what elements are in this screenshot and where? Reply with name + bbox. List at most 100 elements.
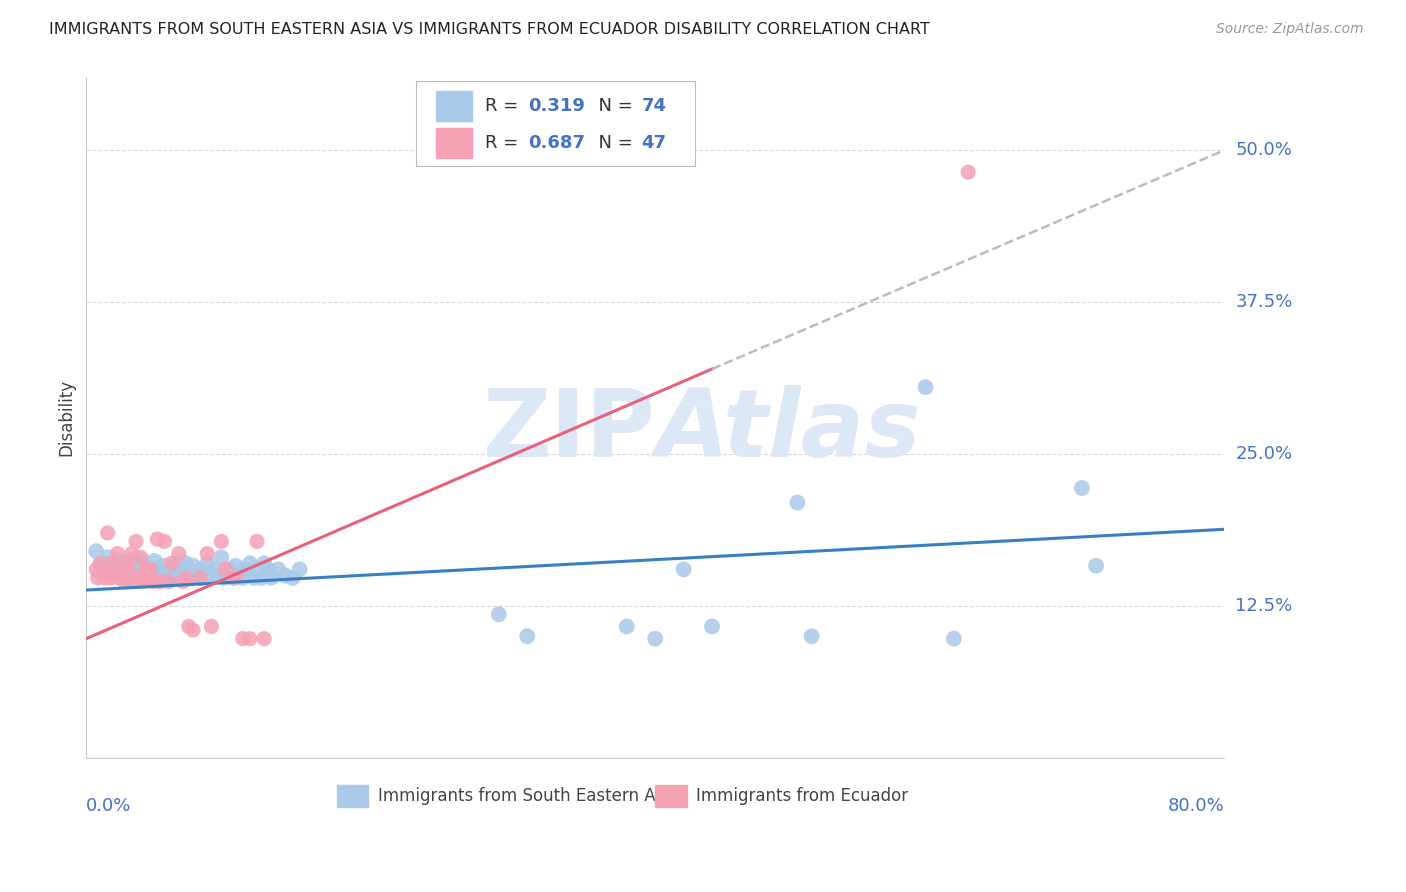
Point [488, 607, 510, 622]
Point [786, 495, 808, 509]
Point [97, 525, 120, 540]
Point [200, 619, 222, 633]
Point [163, 571, 186, 585]
Point [180, 571, 202, 585]
Text: Atlas: Atlas [655, 385, 921, 477]
Text: R =: R = [485, 97, 523, 115]
Point [188, 571, 211, 585]
Point [267, 562, 290, 576]
Point [107, 547, 129, 561]
Point [139, 562, 162, 576]
Text: IMMIGRANTS FROM SOUTH EASTERN ASIA VS IMMIGRANTS FROM ECUADOR DISABILITY CORRELA: IMMIGRANTS FROM SOUTH EASTERN ASIA VS IM… [49, 22, 931, 37]
Point [253, 632, 276, 646]
Point [215, 562, 238, 576]
Point [146, 532, 169, 546]
Point [225, 558, 247, 573]
Point [1070, 481, 1092, 495]
Point [128, 571, 150, 585]
Point [115, 571, 138, 585]
Text: 50.0%: 50.0% [1236, 141, 1292, 160]
Point [121, 562, 143, 576]
Text: 0.687: 0.687 [527, 134, 585, 152]
Point [239, 557, 262, 571]
Point [136, 571, 159, 585]
Point [246, 562, 269, 576]
Point [177, 562, 200, 576]
Point [101, 557, 124, 571]
Text: N =: N = [586, 134, 638, 152]
Point [98, 557, 121, 571]
Point [644, 632, 666, 646]
Point [125, 557, 148, 571]
Point [122, 571, 145, 585]
Point [84, 562, 107, 576]
Point [250, 571, 273, 585]
Point [114, 558, 136, 573]
Point [132, 574, 155, 589]
Point [111, 562, 134, 576]
Point [172, 574, 194, 589]
Point [142, 574, 165, 589]
Point [205, 568, 228, 582]
Point [239, 632, 262, 646]
Point [115, 557, 138, 571]
Point [160, 568, 183, 582]
Point [97, 550, 120, 565]
Text: N =: N = [586, 97, 638, 115]
Point [174, 557, 197, 571]
Point [191, 562, 214, 576]
Point [149, 574, 172, 589]
Point [156, 571, 179, 585]
Point [516, 629, 538, 643]
Point [121, 547, 143, 561]
Point [118, 554, 141, 568]
Point [260, 571, 283, 585]
Text: 0.0%: 0.0% [86, 797, 132, 814]
Point [132, 554, 155, 568]
Point [225, 571, 247, 585]
Text: 47: 47 [641, 134, 666, 152]
FancyBboxPatch shape [436, 91, 472, 121]
Text: 12.5%: 12.5% [1236, 597, 1292, 615]
Point [93, 558, 115, 573]
Text: R =: R = [485, 134, 523, 152]
Point [177, 619, 200, 633]
Point [84, 544, 107, 558]
Text: Immigrants from South Eastern Asia: Immigrants from South Eastern Asia [378, 787, 679, 805]
Point [139, 571, 162, 585]
Point [232, 571, 254, 585]
Text: 37.5%: 37.5% [1236, 293, 1292, 311]
Point [129, 571, 152, 585]
Text: 0.319: 0.319 [527, 97, 585, 115]
Point [700, 619, 723, 633]
Point [129, 550, 152, 565]
Y-axis label: Disability: Disability [58, 379, 75, 456]
Point [142, 562, 165, 576]
Point [198, 571, 221, 585]
Text: ZIP: ZIP [482, 385, 655, 477]
Point [616, 619, 638, 633]
Point [1085, 558, 1108, 573]
Point [89, 557, 111, 571]
Point [107, 554, 129, 568]
Point [114, 574, 136, 589]
Point [128, 562, 150, 576]
Point [274, 568, 297, 582]
Point [246, 534, 269, 549]
Point [86, 571, 108, 585]
Point [209, 550, 232, 565]
Point [138, 568, 160, 582]
Point [202, 562, 225, 576]
FancyBboxPatch shape [436, 128, 472, 158]
Point [800, 629, 823, 643]
Point [181, 558, 204, 573]
Point [188, 571, 211, 585]
Point [257, 562, 280, 576]
Point [243, 571, 266, 585]
Point [135, 562, 157, 576]
Point [172, 571, 194, 585]
Text: 74: 74 [641, 97, 666, 115]
Text: Immigrants from Ecuador: Immigrants from Ecuador [696, 787, 908, 805]
Point [174, 571, 197, 585]
Point [212, 571, 235, 585]
